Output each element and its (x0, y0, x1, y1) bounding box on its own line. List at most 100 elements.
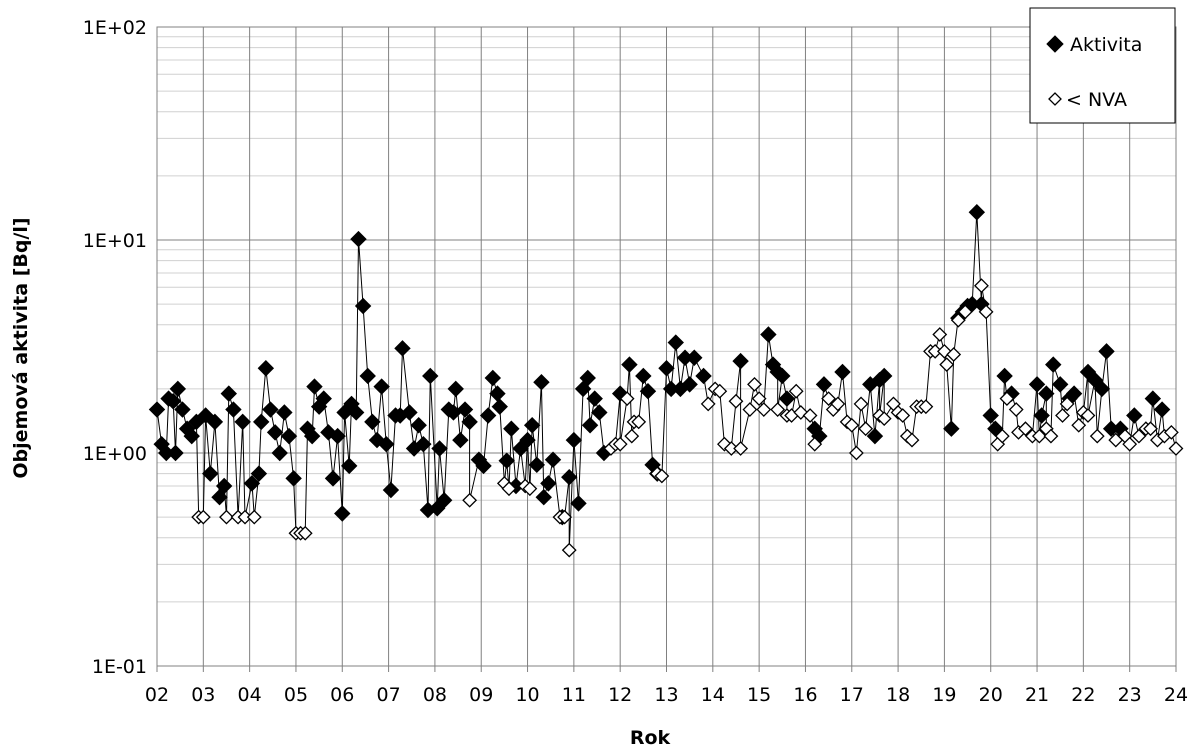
data-point-aktivita (415, 435, 432, 453)
legend-marker-aktivita (1046, 35, 1064, 53)
data-point-aktivita (306, 378, 323, 395)
data-point-aktivita (394, 340, 411, 357)
data-point-aktivita (401, 404, 418, 421)
data-point-nva (1043, 428, 1059, 444)
data-point-nva (612, 436, 628, 452)
data-point-aktivita (667, 334, 684, 351)
data-point-nva (1131, 428, 1147, 444)
data-point-aktivita (257, 360, 275, 377)
data-point-aktivita (211, 489, 228, 506)
data-point-aktivita (334, 505, 351, 522)
data-point-nva (802, 408, 818, 423)
data-point-aktivita (866, 427, 884, 445)
data-point-aktivita (178, 420, 196, 437)
data-point-nva (946, 347, 962, 362)
data-point-aktivita (1065, 385, 1083, 402)
data-point-aktivita (760, 326, 777, 343)
data-point-aktivita (764, 356, 782, 373)
data-point-aktivita (586, 390, 603, 407)
data-point-aktivita (1098, 343, 1115, 360)
data-point-aktivita (1153, 401, 1171, 418)
data-point-aktivita (1045, 356, 1062, 373)
data-point-aktivita (581, 417, 599, 434)
data-point-nva (700, 396, 716, 412)
data-point-aktivita (461, 413, 478, 431)
data-point-aktivita (250, 465, 268, 482)
data-point-nva (904, 432, 920, 448)
data-point-aktivita (982, 407, 999, 424)
data-point-nva (853, 396, 869, 412)
data-point-nva (974, 278, 989, 294)
data-point-aktivita (834, 363, 851, 381)
data-point-aktivita (341, 457, 358, 475)
data-point-aktivita (243, 475, 261, 492)
data-point-nva (1122, 436, 1138, 452)
x-axis-tick-labels: 02 03 04 05 06 07 08 09 10 11 12 13 14 15 16 17 18 19 20 21… (145, 684, 1188, 706)
data-point-nva (1071, 417, 1087, 433)
data-point-aktivita (382, 481, 400, 499)
plot-area (156, 26, 1177, 667)
data-point-nva (1080, 408, 1096, 423)
x-tick-label: 07 (376, 684, 400, 706)
data-point-aktivita (635, 367, 652, 385)
data-point-nva (1143, 421, 1158, 437)
data-point-aktivita (987, 420, 1004, 437)
data-point-aktivita (1126, 407, 1143, 424)
data-point-nva (1055, 408, 1070, 423)
data-point-nva (619, 391, 635, 407)
data-point-aktivita (1112, 420, 1129, 437)
x-tick-label: 20 (979, 684, 1003, 706)
data-point-aktivita (528, 456, 546, 474)
data-point-nva (957, 304, 973, 320)
data-point-aktivita (621, 356, 638, 373)
data-point-aktivita (479, 407, 497, 424)
data-point-aktivita (1033, 407, 1050, 424)
data-point-aktivita (202, 465, 219, 482)
data-point-aktivita (523, 417, 541, 434)
data-point-aktivita (591, 404, 608, 421)
data-point-nva (994, 428, 1010, 444)
data-point-nva (876, 411, 892, 427)
data-point-aktivita (996, 367, 1013, 385)
data-point-aktivita (167, 444, 184, 462)
data-point-aktivita (503, 420, 520, 437)
data-point-aktivita (234, 413, 251, 431)
major-gridlines (156, 26, 1177, 672)
data-point-aktivita (347, 404, 365, 421)
data-point-aktivita (378, 435, 395, 453)
y-tick-label: 1E+01 (83, 230, 147, 252)
data-point-nva (501, 481, 517, 497)
data-point-aktivita (285, 470, 302, 487)
data-point-aktivita (732, 352, 749, 370)
data-point-aktivita (498, 452, 515, 469)
data-point-nva (297, 525, 313, 541)
x-tick-label: 23 (1118, 684, 1142, 706)
data-point-nva (631, 414, 647, 430)
legend-marker-nva (1048, 92, 1062, 106)
data-point-aktivita (639, 383, 657, 400)
data-point-aktivita (271, 444, 288, 462)
data-point-aktivita (968, 204, 986, 221)
x-tick-label: 06 (330, 684, 354, 706)
data-point-aktivita (695, 367, 712, 385)
data-point-aktivita (354, 297, 372, 315)
data-point-aktivita (431, 440, 448, 457)
data-point-aktivita (225, 401, 242, 418)
x-tick-label: 03 (191, 684, 215, 706)
data-point-aktivita (644, 456, 661, 474)
data-point-nva (848, 445, 864, 461)
data-point-aktivita (262, 401, 279, 418)
x-tick-label: 24 (1164, 684, 1188, 706)
data-point-aktivita (373, 378, 390, 395)
data-point-aktivita (561, 468, 578, 486)
x-tick-label: 05 (284, 684, 308, 706)
data-point-aktivita (570, 495, 587, 512)
x-tick-label: 04 (238, 684, 262, 706)
y-tick-label: 1E+00 (83, 443, 147, 465)
data-point-aktivita (206, 413, 224, 431)
data-point-aktivita (1093, 380, 1111, 398)
data-point-nva (1008, 402, 1024, 417)
data-point-nva (950, 312, 966, 328)
data-point-aktivita (1051, 376, 1069, 393)
data-point-aktivita (475, 457, 492, 475)
